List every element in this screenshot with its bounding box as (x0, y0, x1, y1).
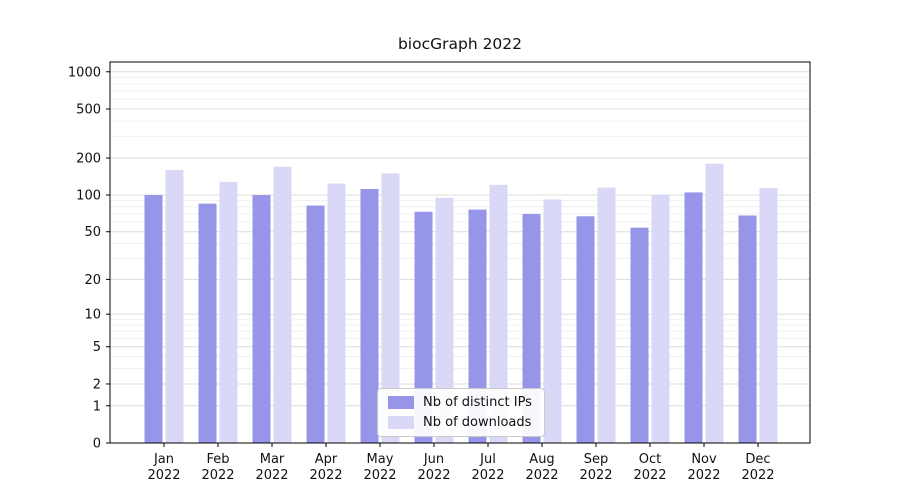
bar-downloads-jul (489, 184, 508, 443)
y-tick-label: 2 (93, 377, 101, 392)
bar-distinct-ips-dec (738, 215, 757, 443)
x-tick-label: Aug (529, 452, 554, 467)
y-tick-label: 20 (84, 273, 101, 288)
bar-downloads-jun (435, 197, 454, 443)
x-tick-label: Apr (315, 452, 338, 467)
x-tick-label: Nov (691, 452, 717, 467)
bar-distinct-ips-feb (198, 203, 217, 443)
y-tick-label: 1 (93, 399, 101, 414)
legend-label-downloads: Nb of downloads (423, 415, 532, 430)
x-tick-label: 2022 (147, 468, 180, 483)
legend-label-distinct-ips: Nb of distinct IPs (423, 395, 532, 410)
axis-box (109, 61, 811, 444)
x-tick-label: 2022 (687, 468, 720, 483)
bar-downloads-feb (219, 181, 238, 443)
x-tick-label: Jan (153, 452, 174, 467)
y-tick-label: 1000 (68, 65, 101, 80)
x-tick-label: May (367, 452, 394, 467)
legend-item-downloads: Nb of downloads (388, 415, 532, 430)
y-tick-label: 10 (84, 308, 101, 323)
bar-distinct-ips-jan (144, 195, 163, 443)
bar-distinct-ips-jul (468, 209, 487, 443)
legend-item-distinct-ips: Nb of distinct IPs (388, 395, 532, 410)
bar-downloads-dec (759, 188, 778, 443)
x-tick-label: 2022 (201, 468, 234, 483)
y-tick-label: 200 (76, 152, 101, 167)
bar-distinct-ips-apr (306, 205, 325, 443)
bar-downloads-aug (543, 199, 562, 443)
y-tick-label: 500 (76, 102, 101, 117)
bar-downloads-sep (597, 187, 616, 443)
x-tick-label: 2022 (255, 468, 288, 483)
y-tick-label: 5 (93, 340, 101, 355)
bar-distinct-ips-may (360, 188, 379, 443)
bar-distinct-ips-sep (576, 216, 595, 443)
x-tick-label: 2022 (741, 468, 774, 483)
x-tick-label: Sep (584, 452, 609, 467)
bar-distinct-ips-oct (630, 227, 649, 443)
x-tick-label: 2022 (579, 468, 612, 483)
legend-swatch-distinct-ips (388, 396, 414, 409)
legend-swatch-downloads (388, 416, 414, 429)
bar-downloads-mar (273, 166, 292, 443)
y-tick-label: 100 (76, 189, 101, 204)
x-tick-label: Dec (745, 452, 770, 467)
chart-title: biocGraph 2022 (397, 35, 523, 53)
legend: Nb of distinct IPs Nb of downloads (377, 388, 545, 437)
x-tick-label: Feb (206, 452, 229, 467)
x-tick-label: 2022 (363, 468, 396, 483)
bar-downloads-jan (165, 169, 184, 443)
x-tick-label: Jul (479, 452, 496, 467)
x-tick-label: Oct (639, 452, 661, 467)
y-tick-label: 0 (93, 437, 101, 452)
bar-downloads-nov (705, 163, 724, 443)
x-tick-label: Jun (423, 452, 444, 467)
bar-downloads-oct (651, 194, 670, 443)
x-tick-label: 2022 (471, 468, 504, 483)
x-tick-label: 2022 (525, 468, 558, 483)
x-tick-label: Mar (260, 452, 285, 467)
y-tick-label: 50 (84, 225, 101, 240)
x-tick-label: 2022 (633, 468, 666, 483)
bar-distinct-ips-jun (414, 211, 433, 443)
x-tick-label: 2022 (417, 468, 450, 483)
bar-distinct-ips-nov (684, 192, 703, 443)
bar-distinct-ips-aug (522, 213, 541, 443)
bar-distinct-ips-mar (252, 195, 271, 443)
bar-downloads-apr (327, 183, 346, 443)
bar-downloads-may (381, 173, 400, 443)
x-tick-label: 2022 (309, 468, 342, 483)
